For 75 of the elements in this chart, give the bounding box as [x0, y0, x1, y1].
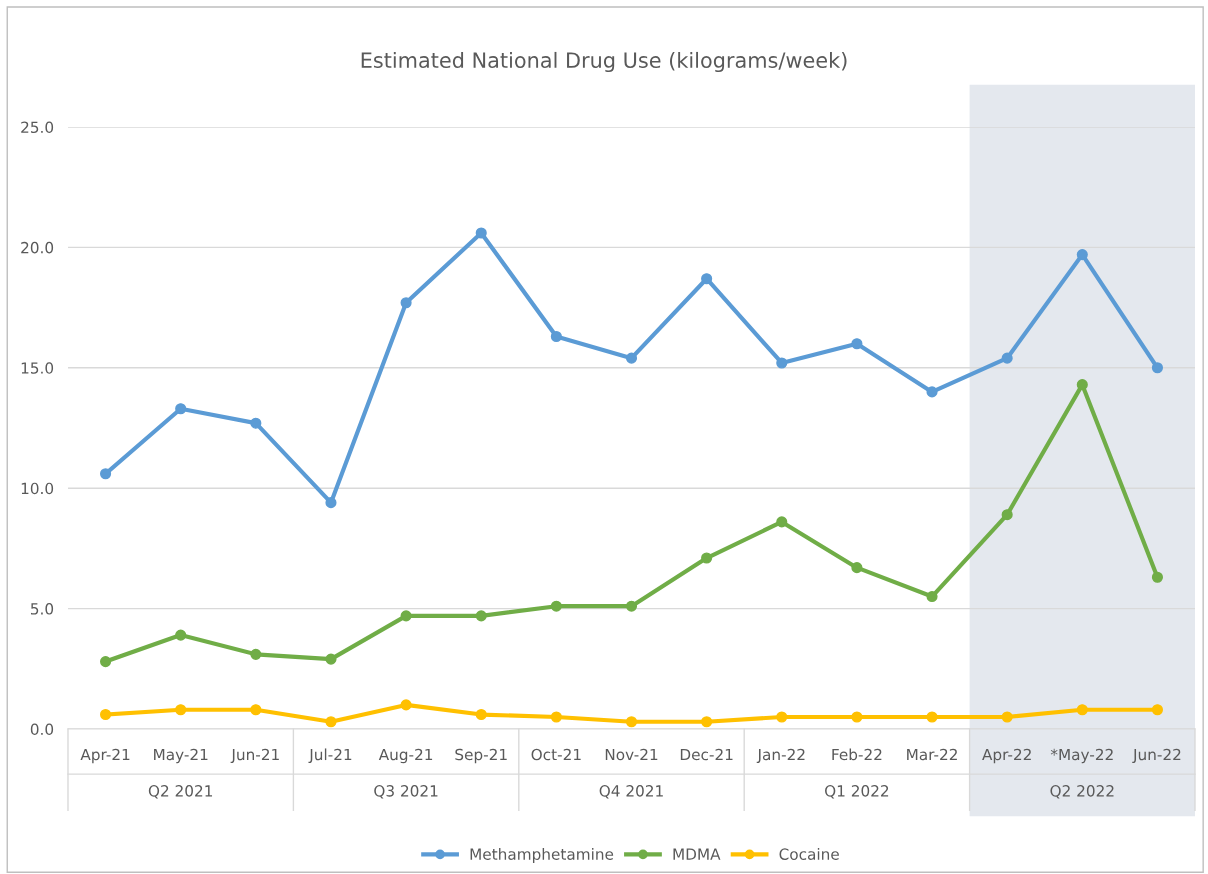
point [926, 711, 938, 723]
point [325, 653, 337, 665]
point [851, 562, 863, 574]
point [1151, 704, 1163, 716]
point [550, 330, 562, 343]
point [851, 338, 863, 350]
x-tick-label: Apr-22 [982, 748, 1031, 764]
point [100, 468, 112, 480]
point [325, 497, 337, 509]
y-tick-label: 0.0 [30, 723, 54, 736]
x-tick-label: May-21 [154, 748, 208, 764]
legend-label: Methamphetamine [470, 848, 614, 863]
point [701, 273, 713, 285]
point [1076, 704, 1088, 716]
point [175, 403, 187, 415]
point [400, 610, 412, 622]
point [175, 704, 187, 716]
point [625, 600, 638, 612]
point [250, 648, 262, 660]
point [250, 704, 262, 716]
x-tick-label: Feb-22 [832, 748, 882, 761]
text: Q4 2021 [599, 785, 663, 799]
point [1001, 711, 1013, 723]
point [701, 552, 713, 564]
point [625, 352, 638, 364]
point [175, 629, 187, 641]
x-tick-label: Sep-21 [455, 748, 507, 764]
legend-label: Cocaine [779, 848, 839, 860]
point [325, 716, 337, 728]
x-tick-label: Mar-22 [907, 748, 957, 761]
point [475, 227, 487, 239]
point [1076, 249, 1088, 261]
x-tick-label: Jun-21 [230, 748, 279, 764]
point [1001, 352, 1013, 364]
x-tick-label: Apr-21 [80, 748, 130, 764]
x-tick-label: Jan-22 [756, 748, 805, 764]
y-tick-label: 10.0 [21, 482, 54, 495]
chart-title: Estimated National Drug Use (kilograms/week) [361, 51, 847, 73]
text: Q2 2021 [148, 785, 213, 799]
x-tick-label: Oct-21 [531, 748, 581, 761]
point [926, 591, 938, 603]
point [776, 711, 788, 723]
x-tick-label: Jun-22 [1132, 748, 1181, 764]
x-tick-label: *May-22 [1050, 748, 1113, 764]
point [776, 357, 788, 369]
x-tick-label: Jul-21 [308, 748, 352, 764]
point [400, 297, 412, 309]
point [1151, 362, 1163, 374]
point [776, 516, 788, 528]
legend-label: MDMA [673, 848, 721, 860]
x-tick-label: Nov-21 [605, 748, 658, 761]
point [250, 417, 262, 429]
x-tick-label: Dec-21 [680, 748, 733, 761]
x-tick-label: Aug-21 [378, 748, 433, 764]
point [400, 699, 412, 711]
point [1151, 571, 1163, 583]
point [926, 386, 938, 398]
point [100, 708, 112, 721]
text: Q1 2022 [825, 785, 889, 799]
point [550, 711, 562, 723]
point [550, 600, 562, 612]
y-tick-label: 5.0 [30, 603, 54, 615]
point [851, 711, 863, 723]
text: Q2 2022 [1050, 785, 1114, 799]
y-tick-label: 20.0 [21, 241, 54, 254]
y-tick-label: 15.0 [21, 362, 54, 374]
point [475, 610, 487, 622]
point [1076, 379, 1088, 391]
point [625, 716, 638, 728]
point [1001, 509, 1013, 521]
point [100, 656, 112, 668]
text: Q3 2021 [374, 785, 438, 799]
y-tick-label: 25.0 [21, 121, 54, 134]
point [475, 708, 487, 721]
point [701, 716, 713, 728]
